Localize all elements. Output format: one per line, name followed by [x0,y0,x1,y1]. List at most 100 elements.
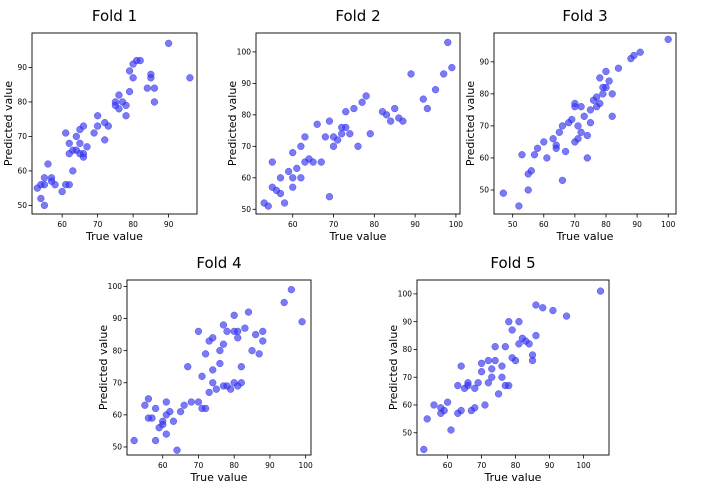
data-point [76,139,84,147]
data-point [543,154,551,162]
data-point [201,350,210,358]
data-point [297,174,305,182]
y-tick-label: 90 [241,79,251,88]
data-point [125,87,134,96]
data-point [151,404,160,413]
data-point [568,115,576,124]
data-point [184,363,192,371]
data-point [297,142,305,150]
data-point [420,445,428,454]
x-tick-label: 90 [632,220,642,229]
data-point [511,356,520,365]
y-tick-label: 70 [479,122,489,131]
data-point [407,70,415,78]
y-tick-label: 100 [398,290,413,299]
chart-panel-4: Fold 4 60 70 80 90 100 50 60 70 80 90 100 True value… [97,254,313,484]
y-tick-label: 80 [402,345,412,354]
x-tick-label: 70 [93,220,103,229]
data-point [366,130,374,138]
data-point [40,181,49,189]
data-point [602,67,610,76]
x-axis-label: True value [329,230,387,243]
data-point [518,151,526,159]
y-axis-label: Predicted value [464,81,477,166]
data-point [47,174,56,182]
data-point [474,379,482,387]
data-point [484,356,493,365]
data-point [491,343,499,351]
data-point [293,164,301,173]
data-point [65,181,73,189]
data-point [530,151,539,159]
data-point [198,372,206,380]
data-point [241,324,249,332]
data-point [83,143,91,151]
data-point [280,199,289,207]
data-point [164,39,173,47]
data-point [166,408,174,416]
data-point [447,426,455,434]
data-point [187,398,195,406]
data-point [558,176,567,185]
x-tick-label: 100 [298,461,313,470]
data-point [382,111,391,119]
data-point [37,194,45,203]
data-point [614,64,623,72]
data-point [194,327,203,336]
data-point [201,404,210,413]
data-point [508,326,516,334]
data-point [284,167,293,176]
data-point [162,398,170,406]
y-tick-label: 60 [112,411,122,420]
data-point [125,67,134,75]
chart-title: Fold 5 [490,254,535,272]
x-tick-label: 90 [545,461,555,470]
data-point [488,373,496,381]
y-tick-label: 70 [241,142,251,151]
data-point [636,48,644,56]
data-point [454,381,462,390]
chart-panel-5: Fold 5 60 70 80 90 100 50 60 70 80 90 100 True value… [387,254,610,484]
data-point [498,362,506,370]
x-tick-label: 60 [158,461,168,470]
data-point [317,158,325,166]
data-point [237,363,245,371]
y-tick-label: 60 [479,154,489,163]
data-point [151,436,160,445]
data-point [287,285,295,294]
chart-panel-3: Fold 3 50 60 70 80 90 100 50 60 70 80 90 True value P… [464,7,677,243]
data-point [481,401,489,409]
data-point [528,351,537,359]
data-point [431,86,440,94]
data-point [69,167,77,175]
data-point [219,321,228,329]
data-point [169,417,178,425]
data-point [488,365,496,373]
x-tick-label: 60 [443,461,453,470]
data-point [104,122,112,130]
y-tick-label: 70 [17,132,27,141]
data-point [583,154,591,162]
y-axis-label: Predicted value [226,81,239,166]
data-point [549,306,557,315]
data-point [338,130,346,138]
x-tick-label: 80 [128,220,138,229]
data-point [457,362,465,370]
plot-frame [126,279,312,456]
data-point [209,379,217,387]
data-point [342,108,350,116]
data-point [599,90,607,98]
data-point [499,189,507,197]
data-point [505,318,513,326]
data-point [111,98,120,106]
data-point [141,401,149,409]
x-tick-label: 60 [539,220,549,229]
data-point [251,330,260,339]
data-point [562,312,571,320]
data-point [309,158,317,166]
data-point [596,74,604,82]
data-point [289,183,297,191]
data-point [58,187,66,196]
data-point [577,128,585,136]
